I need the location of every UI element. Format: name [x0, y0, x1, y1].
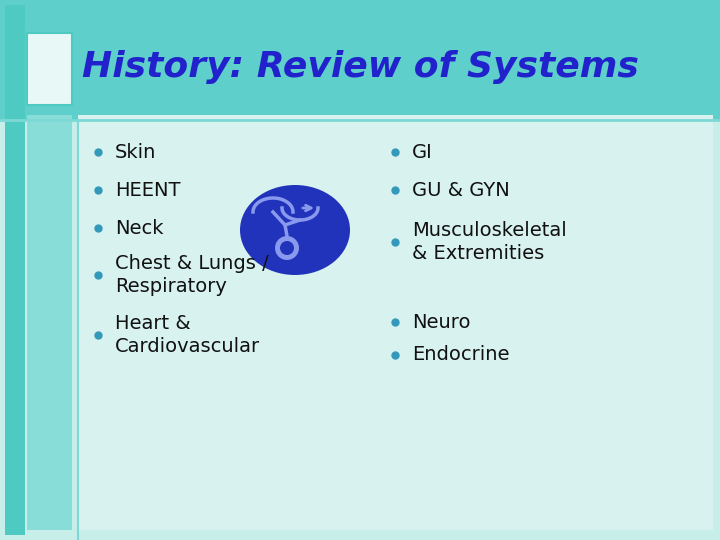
- Text: HEENT: HEENT: [115, 180, 181, 199]
- FancyBboxPatch shape: [27, 33, 72, 105]
- Circle shape: [280, 241, 294, 255]
- FancyBboxPatch shape: [78, 115, 713, 530]
- Text: Chest & Lungs /
Respiratory: Chest & Lungs / Respiratory: [115, 254, 269, 296]
- FancyBboxPatch shape: [27, 115, 72, 530]
- FancyBboxPatch shape: [0, 120, 720, 540]
- FancyBboxPatch shape: [5, 5, 25, 535]
- Text: GU & GYN: GU & GYN: [412, 180, 510, 199]
- Text: GI: GI: [412, 143, 433, 161]
- Text: Neuro: Neuro: [412, 313, 470, 332]
- Text: Skin: Skin: [115, 143, 156, 161]
- Ellipse shape: [240, 185, 350, 275]
- Circle shape: [275, 236, 299, 260]
- Text: Neck: Neck: [115, 219, 163, 238]
- Text: History: Review of Systems: History: Review of Systems: [82, 50, 639, 84]
- FancyBboxPatch shape: [0, 0, 720, 120]
- Text: Endocrine: Endocrine: [412, 346, 510, 365]
- Text: Musculoskeletal
& Extremities: Musculoskeletal & Extremities: [412, 221, 567, 263]
- Text: Heart &
Cardiovascular: Heart & Cardiovascular: [115, 314, 260, 356]
